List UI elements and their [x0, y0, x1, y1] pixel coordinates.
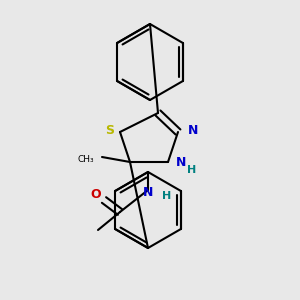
- Text: O: O: [91, 188, 101, 200]
- Text: H: H: [162, 191, 171, 201]
- Text: N: N: [176, 155, 186, 169]
- Text: S: S: [106, 124, 115, 136]
- Text: CH₃: CH₃: [78, 154, 94, 164]
- Text: N: N: [143, 185, 153, 199]
- Text: H: H: [187, 165, 196, 175]
- Text: N: N: [188, 124, 198, 136]
